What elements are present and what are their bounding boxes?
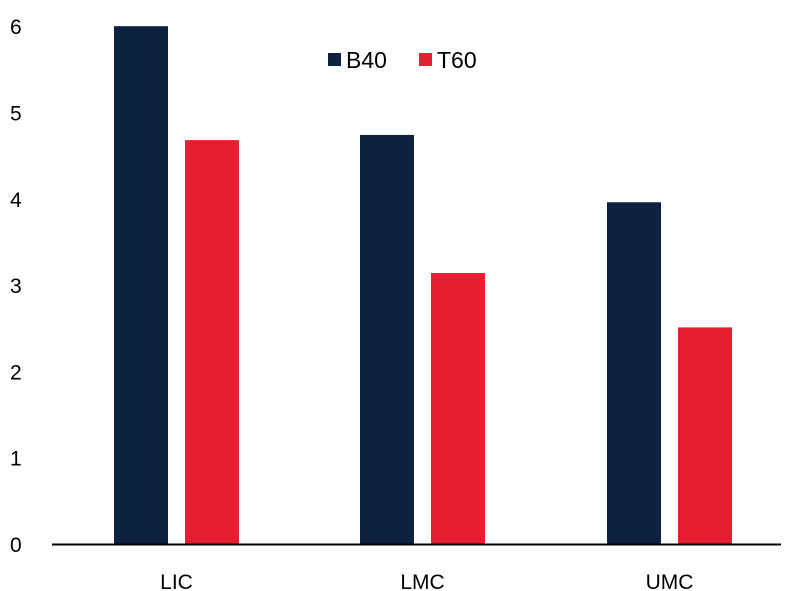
legend: B40 T60 [328, 47, 477, 73]
y-tick-label: 5 [10, 103, 22, 126]
y-tick-label: 2 [10, 361, 22, 384]
legend-swatch-b40 [328, 53, 341, 66]
bar-t60-lic [185, 140, 239, 544]
x-tick-label: LMC [400, 571, 444, 591]
bar-t60-lmc [431, 273, 485, 544]
bar-b40-umc [607, 202, 661, 544]
x-axis-ticks: LIC LMC UMC [160, 571, 693, 591]
bar-b40-lic [114, 26, 168, 544]
y-tick-label: 6 [10, 16, 22, 39]
bar-b40-lmc [360, 134, 414, 545]
legend-label-b40: B40 [346, 47, 387, 73]
y-tick-label: 4 [10, 189, 22, 212]
legend-label-t60: T60 [437, 47, 477, 73]
y-tick-label: 0 [10, 534, 22, 557]
bar-t60-umc [678, 327, 732, 544]
y-axis-ticks: 0 1 2 3 4 5 6 [10, 16, 22, 557]
x-tick-label: UMC [646, 571, 694, 591]
y-tick-label: 1 [10, 448, 22, 471]
legend-swatch-t60 [419, 53, 432, 66]
bars [114, 26, 732, 545]
x-tick-label: LIC [160, 571, 193, 591]
y-tick-label: 3 [10, 275, 22, 298]
